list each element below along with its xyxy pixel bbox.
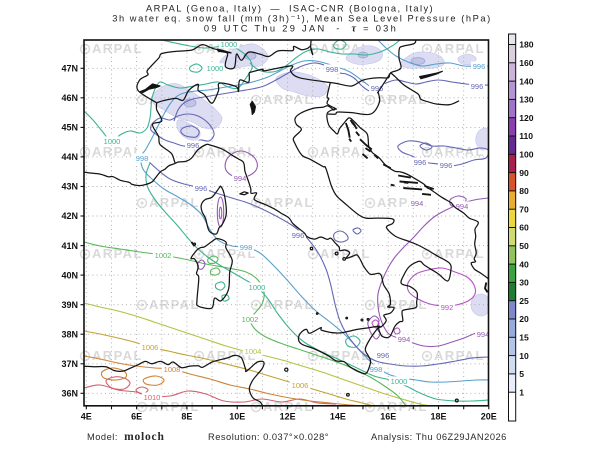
svg-text:ARPAL: ARPAL [377,92,428,107]
svg-text:ARPAL (Genoa, Italy) — ISAC-: ARPAL (Genoa, Italy) — ISAC-CNR (Bologna… [146,4,434,14]
svg-text:39N: 39N [61,300,78,310]
svg-text:1006: 1006 [292,381,309,390]
svg-text:6E: 6E [131,411,142,421]
svg-text:996: 996 [187,141,200,150]
svg-text:Model: moloch: Model: moloch [87,431,165,443]
svg-text:120: 120 [519,113,534,123]
svg-text:180: 180 [519,40,534,50]
svg-text:100: 100 [519,150,534,160]
svg-text:38N: 38N [61,329,78,339]
svg-text:998: 998 [240,243,253,252]
svg-text:40N: 40N [61,270,78,280]
svg-text:37N: 37N [61,359,78,369]
svg-text:996: 996 [440,161,453,170]
svg-text:ARPAL: ARPAL [92,348,143,363]
svg-text:ARPAL: ARPAL [434,144,485,159]
svg-text:1002: 1002 [242,315,259,324]
svg-text:ARPAL: ARPAL [434,41,485,56]
svg-text:994: 994 [234,174,247,183]
svg-text:996: 996 [377,351,390,360]
svg-text:70: 70 [519,204,529,214]
svg-text:140: 140 [519,76,534,86]
svg-text:ARPAL: ARPAL [320,144,371,159]
svg-text:42N: 42N [61,211,78,221]
svg-text:996: 996 [292,231,305,240]
svg-text:996: 996 [195,184,208,193]
svg-text:20E: 20E [481,411,497,421]
svg-text:60: 60 [519,223,529,233]
svg-text:ARPAL: ARPAL [92,41,143,56]
svg-text:1008: 1008 [164,365,181,374]
svg-text:994: 994 [456,202,469,211]
svg-text:25: 25 [519,296,529,306]
svg-text:47N: 47N [61,64,78,74]
svg-text:1004: 1004 [245,347,262,356]
svg-text:Resolution: 0.037°×0.028°: Resolution: 0.037°×0.028° [208,432,329,442]
svg-text:3h water eq. snow fall (mm (3h: 3h water eq. snow fall (mm (3h)⁻¹), Mean… [112,14,492,24]
svg-text:996: 996 [473,62,486,71]
svg-text:110: 110 [519,131,533,141]
svg-text:ARPAL: ARPAL [320,246,371,261]
svg-text:8E: 8E [181,411,192,421]
svg-text:10E: 10E [229,411,245,421]
svg-text:44N: 44N [61,152,78,162]
svg-text:14E: 14E [330,411,346,421]
svg-text:ARPAL: ARPAL [92,144,143,159]
svg-text:992: 992 [441,303,454,312]
svg-text:ARPAL: ARPAL [149,297,200,312]
svg-text:36N: 36N [61,389,78,399]
svg-text:1002: 1002 [155,251,172,260]
svg-text:998: 998 [370,365,383,374]
svg-text:1006: 1006 [142,343,159,352]
svg-text:996: 996 [414,158,427,167]
svg-text:ARPAL: ARPAL [92,246,143,261]
svg-text:ARPAL: ARPAL [434,246,485,261]
svg-text:12E: 12E [280,411,296,421]
svg-text:41N: 41N [61,241,78,251]
svg-text:994: 994 [477,330,490,339]
svg-text:ARPAL: ARPAL [149,195,200,210]
svg-text:40: 40 [519,259,529,269]
svg-text:43N: 43N [61,182,78,192]
svg-text:1000: 1000 [249,283,266,292]
svg-text:998: 998 [326,65,339,74]
svg-text:16E: 16E [380,411,396,421]
svg-text:09 UTC Thu 29 JAN - τ = 03h: 09 UTC Thu 29 JAN - τ = 03h [204,24,398,35]
svg-text:18E: 18E [430,411,446,421]
svg-text:1010: 1010 [144,393,161,402]
svg-text:1000: 1000 [104,137,121,146]
svg-text:994: 994 [411,199,424,208]
svg-text:20: 20 [519,314,529,324]
svg-text:46N: 46N [61,93,78,103]
svg-text:1000: 1000 [207,64,224,73]
svg-text:998: 998 [136,154,149,163]
svg-text:1000: 1000 [391,377,408,386]
svg-text:ARPAL: ARPAL [434,348,485,363]
svg-text:5: 5 [519,369,524,379]
svg-text:30: 30 [519,278,529,288]
svg-text:994: 994 [398,335,411,344]
svg-text:160: 160 [519,58,534,68]
svg-text:80: 80 [519,186,529,196]
svg-text:90: 90 [519,168,529,178]
svg-text:996: 996 [371,84,384,93]
svg-text:10: 10 [519,351,529,361]
svg-text:15: 15 [519,333,529,343]
svg-text:996: 996 [471,82,484,91]
svg-text:1000: 1000 [221,40,238,49]
svg-text:4E: 4E [81,411,92,421]
svg-text:1: 1 [519,387,524,397]
svg-text:50: 50 [519,241,529,251]
svg-text:ARPAL: ARPAL [263,195,314,210]
svg-text:Analysis: Thu 06Z29JAN2026: Analysis: Thu 06Z29JAN2026 [371,432,507,442]
svg-text:45N: 45N [61,123,78,133]
svg-text:130: 130 [519,95,534,105]
svg-text:ARPAL: ARPAL [263,297,314,312]
